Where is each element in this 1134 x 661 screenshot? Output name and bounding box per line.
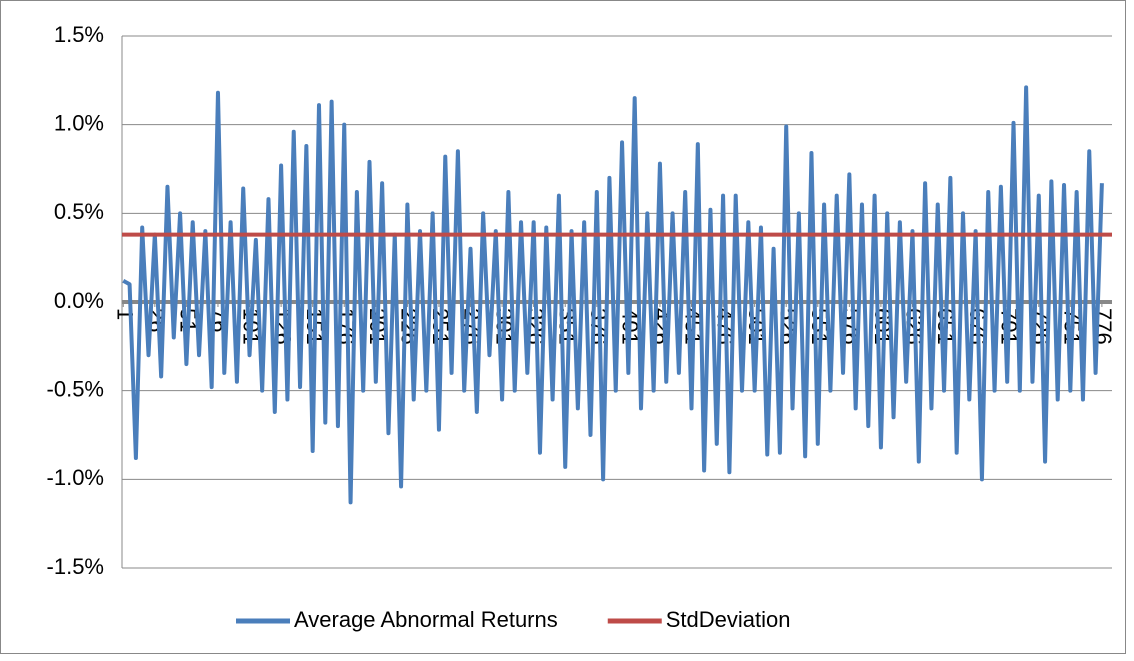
x-tick-label: 1 [112,308,137,320]
legend-label: StdDeviation [666,607,791,632]
y-tick-label: -0.5% [47,376,104,401]
y-tick-label: 0.5% [54,199,104,224]
y-tick-label: 1.5% [54,22,104,47]
y-tick-label: 0.0% [54,288,104,313]
y-tick-label: -1.5% [47,554,104,579]
y-tick-label: -1.0% [47,465,104,490]
legend-label: Average Abnormal Returns [294,607,558,632]
y-tick-label: 1.0% [54,110,104,135]
